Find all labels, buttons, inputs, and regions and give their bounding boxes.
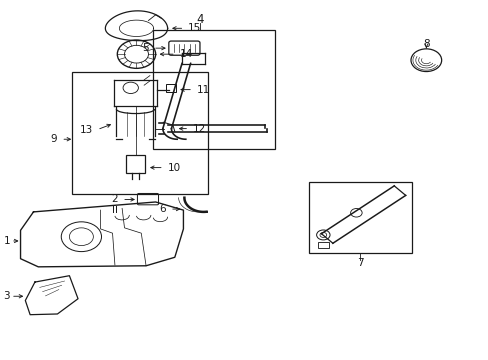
Bar: [72, 72, 208, 194]
Text: 6: 6: [159, 204, 166, 214]
Text: 10: 10: [167, 163, 181, 172]
Text: 12: 12: [193, 123, 206, 134]
Text: 7: 7: [356, 258, 363, 268]
Text: 15: 15: [188, 23, 201, 33]
Text: 1: 1: [3, 236, 10, 246]
Bar: [317, 242, 328, 248]
Bar: [308, 182, 411, 253]
Bar: [126, 155, 144, 173]
Text: 13: 13: [80, 125, 93, 135]
Text: 4: 4: [196, 13, 203, 26]
Text: 11: 11: [196, 85, 209, 95]
Text: 3: 3: [3, 291, 10, 301]
Text: 8: 8: [422, 39, 429, 49]
Text: 14: 14: [179, 49, 192, 59]
Bar: [153, 31, 275, 149]
Text: 9: 9: [51, 134, 57, 144]
Text: 5: 5: [142, 43, 149, 53]
Bar: [165, 84, 176, 92]
Text: 2: 2: [111, 194, 118, 204]
